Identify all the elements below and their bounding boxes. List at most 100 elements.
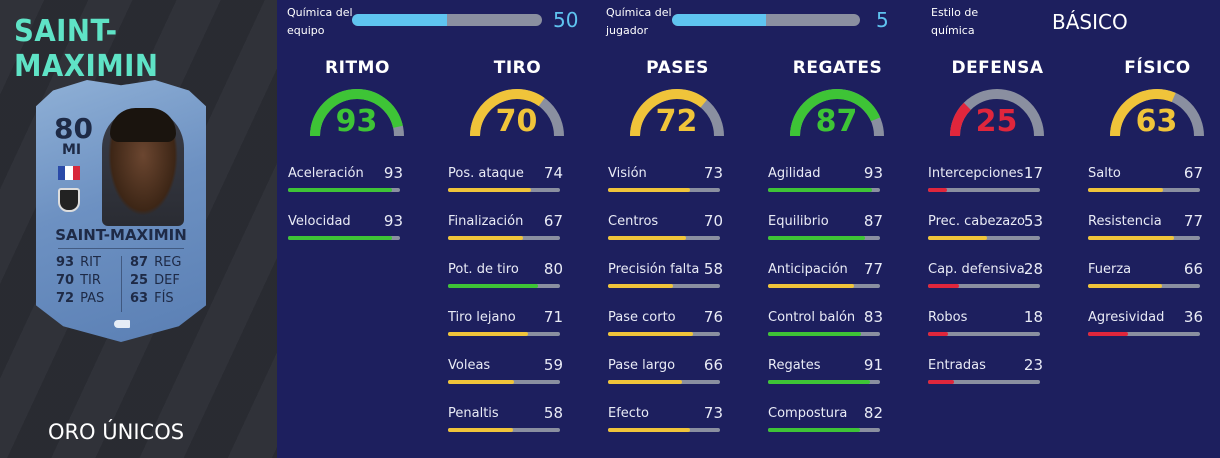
attribute-row: Finalización 67 bbox=[442, 212, 597, 262]
category-gauge: 63 bbox=[1107, 86, 1207, 142]
attribute-row: Pase largo 66 bbox=[602, 356, 757, 406]
attribute-value: 18 bbox=[1023, 308, 1043, 326]
attribute-value: 36 bbox=[1183, 308, 1203, 326]
category-regates: REGATES 87 Agilidad 93 Equilibrio 87 Anticipac… bbox=[762, 58, 917, 454]
attribute-bar bbox=[928, 236, 1040, 240]
card-stat-value: 25 bbox=[130, 273, 149, 288]
attribute-list: Salto 67 Resistencia 77 Fuerza 66 Agresividad 3… bbox=[1082, 164, 1220, 358]
attribute-name: Pos. ataque bbox=[448, 166, 524, 181]
attribute-bar bbox=[1088, 284, 1200, 288]
card-divider bbox=[58, 248, 184, 249]
team-chemistry-label: Química del equipo bbox=[287, 6, 353, 37]
team-chemistry-bar bbox=[352, 14, 542, 26]
attribute-bar-fill bbox=[448, 236, 524, 240]
boot-icon bbox=[114, 320, 130, 328]
category-title: RITMO bbox=[325, 58, 390, 78]
card-stat-row: 70 TIR bbox=[56, 272, 116, 290]
attribute-bar bbox=[1088, 332, 1200, 336]
attribute-row: Tiro lejano 71 bbox=[442, 308, 597, 358]
attribute-bar-fill bbox=[928, 380, 954, 384]
gauge-fill bbox=[949, 102, 971, 137]
card-stat-value: 72 bbox=[56, 291, 75, 306]
attribute-name: Visión bbox=[608, 166, 647, 181]
attribute-row: Efecto 73 bbox=[602, 404, 757, 454]
attribute-bar-fill bbox=[1088, 236, 1175, 240]
attribute-bar bbox=[288, 188, 400, 192]
player-card: 80 MI SAINT-MAXIMIN 93 RIT 70 TIR 72 PAS 87 RE… bbox=[36, 80, 206, 342]
card-stat-value: 93 bbox=[56, 255, 75, 270]
attribute-name: Fuerza bbox=[1088, 262, 1132, 277]
category-title: DEFENSA bbox=[951, 58, 1044, 78]
attribute-row: Salto 67 bbox=[1082, 164, 1220, 214]
attribute-value: 71 bbox=[543, 308, 563, 326]
card-stat-value: 87 bbox=[130, 255, 149, 270]
attribute-value: 53 bbox=[1023, 212, 1043, 230]
attribute-value: 76 bbox=[703, 308, 723, 326]
attribute-value: 59 bbox=[543, 356, 563, 374]
player-title: SAINT-MAXIMIN bbox=[14, 14, 159, 84]
card-stat-label: RIT bbox=[80, 255, 101, 270]
attribute-value: 66 bbox=[1183, 260, 1203, 278]
card-stat-value: 70 bbox=[56, 273, 75, 288]
gauge-value: 87 bbox=[815, 104, 858, 139]
attribute-bar bbox=[448, 380, 560, 384]
attribute-row: Agilidad 93 bbox=[762, 164, 917, 214]
card-stat-row: 72 PAS bbox=[56, 290, 116, 308]
card-stat-row: 63 FÍS bbox=[130, 290, 190, 308]
attribute-name: Voleas bbox=[448, 358, 491, 373]
attribute-name: Prec. cabezazo bbox=[928, 214, 1026, 229]
attribute-bar bbox=[448, 236, 560, 240]
attribute-name: Resistencia bbox=[1088, 214, 1162, 229]
attribute-name: Tiro lejano bbox=[448, 310, 516, 325]
attribute-list: Visión 73 Centros 70 Precisión falta 58 Pase c… bbox=[602, 164, 757, 454]
attribute-row: Pot. de tiro 80 bbox=[442, 260, 597, 310]
gauge-fill bbox=[309, 89, 403, 137]
attribute-bar bbox=[608, 428, 720, 432]
attribute-row: Precisión falta 58 bbox=[602, 260, 757, 310]
attribute-name: Control balón bbox=[768, 310, 856, 325]
attribute-value: 58 bbox=[703, 260, 723, 278]
attribute-name: Agilidad bbox=[768, 166, 821, 181]
attribute-row: Regates 91 bbox=[762, 356, 917, 406]
attribute-value: 93 bbox=[383, 164, 403, 182]
attribute-row: Prec. cabezazo 53 bbox=[922, 212, 1077, 262]
attribute-bar bbox=[928, 284, 1040, 288]
attribute-value: 17 bbox=[1023, 164, 1043, 182]
card-stat-label: REG bbox=[154, 255, 182, 270]
category-title: PASES bbox=[646, 58, 709, 78]
category-tiro: TIRO 70 Pos. ataque 74 Finalización 67 Pot. de… bbox=[442, 58, 597, 454]
gauge-fill bbox=[1109, 89, 1176, 137]
attribute-bar bbox=[448, 332, 560, 336]
attribute-bar-fill bbox=[1088, 284, 1162, 288]
attribute-bar bbox=[928, 380, 1040, 384]
attribute-row: Fuerza 66 bbox=[1082, 260, 1220, 310]
attribute-value: 66 bbox=[703, 356, 723, 374]
attribute-bar-fill bbox=[768, 380, 870, 384]
attribute-name: Penaltis bbox=[448, 406, 499, 421]
attribute-row: Voleas 59 bbox=[442, 356, 597, 406]
player-panel: SAINT-MAXIMIN 80 MI SAINT-MAXIMIN 93 RIT 7… bbox=[0, 0, 277, 458]
attribute-bar-fill bbox=[608, 188, 690, 192]
attribute-value: 82 bbox=[863, 404, 883, 422]
attribute-value: 74 bbox=[543, 164, 563, 182]
attribute-value: 73 bbox=[703, 164, 723, 182]
attribute-name: Equilibrio bbox=[768, 214, 829, 229]
player-chemistry-value: 5 bbox=[876, 8, 889, 32]
gauge-fill bbox=[469, 89, 545, 137]
attribute-row: Agresividad 36 bbox=[1082, 308, 1220, 358]
attribute-value: 70 bbox=[703, 212, 723, 230]
card-stat-row: 25 DEF bbox=[130, 272, 190, 290]
player-photo bbox=[102, 108, 184, 226]
card-stats-left: 93 RIT 70 TIR 72 PAS bbox=[56, 254, 116, 308]
attribute-row: Intercepciones 17 bbox=[922, 164, 1077, 214]
attribute-name: Salto bbox=[1088, 166, 1121, 181]
attribute-bar bbox=[928, 188, 1040, 192]
attribute-name: Efecto bbox=[608, 406, 649, 421]
card-stat-label: TIR bbox=[80, 273, 101, 288]
attribute-bar-fill bbox=[288, 236, 393, 240]
card-stats-right: 87 REG 25 DEF 63 FÍS bbox=[130, 254, 190, 308]
category-ritmo: RITMO 93 Aceleración 93 Velocidad 93 bbox=[282, 58, 437, 262]
attribute-value: 28 bbox=[1023, 260, 1043, 278]
attribute-row: Equilibrio 87 bbox=[762, 212, 917, 262]
attribute-name: Pase largo bbox=[608, 358, 676, 373]
